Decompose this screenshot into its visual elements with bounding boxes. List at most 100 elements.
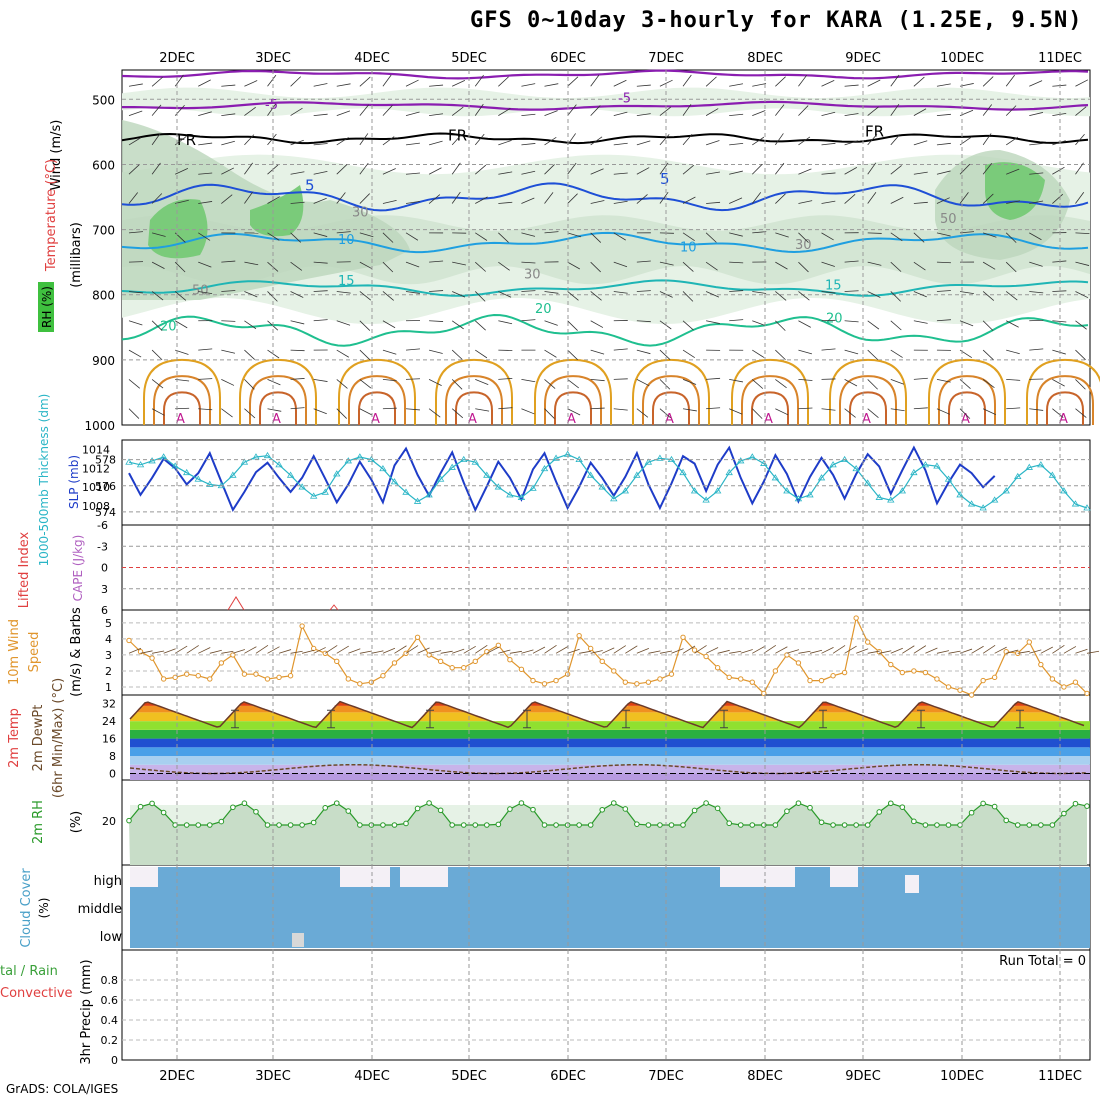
upper-wind-barb	[1029, 319, 1044, 322]
surface-wind-barb	[902, 645, 915, 654]
surface-wind-barb	[313, 647, 326, 654]
upper-wind-barb	[267, 103, 276, 116]
wind10m-point	[807, 677, 813, 684]
thickness-point	[390, 478, 399, 485]
upper-wind-barb	[959, 408, 971, 419]
ylabel-wind: Wind (m/s)	[49, 120, 64, 191]
upper-wind-barb	[290, 349, 305, 352]
ylabel-dewpoint: 2m DewPt	[31, 705, 46, 772]
temp-contour-surface	[1046, 391, 1084, 425]
thickness-point	[633, 471, 641, 478]
wind10m-point	[980, 677, 986, 684]
upper-wind-barb	[221, 379, 235, 386]
surface-wind-barb	[486, 646, 499, 654]
rh2m-point	[126, 817, 132, 824]
wind10m-point	[299, 623, 305, 629]
surface-wind-barb	[267, 646, 280, 654]
upper-wind-barb	[636, 167, 650, 175]
upper-wind-barb	[982, 408, 996, 415]
upper-wind-barb	[752, 291, 767, 294]
upper-wind-barb	[1075, 162, 1084, 175]
ylabel-rh: RH (%)	[40, 286, 54, 328]
date-label-bottom: 10DEC	[940, 1069, 984, 1084]
temp-contour-surface	[849, 391, 887, 425]
rh2m-point	[726, 820, 732, 827]
wind10m-point	[1061, 684, 1067, 690]
upper-wind-barb	[544, 231, 559, 234]
rh2m-point	[980, 800, 986, 807]
thickness-point	[252, 453, 260, 460]
wind10m-point	[368, 679, 375, 685]
rh2m-point	[911, 818, 917, 825]
wind10m-point	[264, 676, 271, 682]
surface-wind-barb	[890, 647, 903, 654]
upper-wind-barb	[544, 291, 559, 294]
cloud-gap-high	[905, 875, 919, 893]
precip-tick-label: 0.8	[101, 974, 119, 987]
upper-wind-barb	[151, 133, 161, 146]
upper-wind-barb	[936, 142, 951, 146]
upper-wind-barb	[128, 261, 144, 263]
upper-wind-barb	[775, 232, 789, 238]
rh2m-point	[634, 821, 640, 827]
upper-wind-barb	[775, 291, 787, 301]
thickness-point	[644, 458, 653, 465]
upper-wind-barb	[775, 408, 789, 416]
thickness-point	[990, 496, 999, 503]
surface-wind-barb	[682, 645, 696, 654]
wind10m-point	[160, 676, 167, 682]
wind10m-point	[403, 650, 409, 657]
rh2m-point	[541, 822, 548, 828]
rh2m-point	[333, 800, 340, 806]
upper-wind-barb	[198, 261, 212, 268]
wind10m-point	[945, 684, 952, 690]
wind10m-point	[738, 676, 744, 682]
surface-wind-barb	[798, 650, 811, 654]
upper-wind-barb	[174, 291, 187, 301]
upper-wind-barb	[959, 163, 971, 175]
upper-wind-barb	[798, 74, 808, 87]
upper-wind-barb	[982, 291, 995, 301]
upper-wind-barb	[751, 408, 763, 419]
upper-wind-barb	[175, 167, 189, 175]
upper-wind-barb	[567, 379, 579, 389]
thickness-tick-label: 574	[95, 506, 116, 519]
upper-wind-barb	[590, 74, 600, 87]
thickness-point	[771, 474, 780, 481]
surface-wind-barb	[856, 648, 869, 654]
temp-minmax-whisker	[819, 709, 827, 729]
surface-wind-barb	[544, 644, 557, 654]
upper-wind-barb	[936, 197, 950, 204]
upper-wind-barb	[151, 320, 163, 331]
upper-wind-barb	[798, 379, 813, 381]
upper-wind-barb	[1075, 192, 1085, 204]
upper-wind-barb	[1005, 105, 1017, 116]
upper-wind-barb	[290, 407, 305, 410]
thickness-point	[667, 455, 676, 463]
thickness-point	[229, 471, 237, 478]
upper-wind-barb	[567, 76, 579, 87]
upper-wind-barb	[521, 197, 535, 204]
upper-wind-barb	[636, 113, 651, 116]
upper-wind-barb	[590, 261, 601, 273]
rh2m-point	[472, 822, 479, 828]
upper-wind-barb	[706, 407, 721, 410]
surface-wind-barb	[555, 646, 569, 654]
ylabel-rh2m: 2m RH	[31, 800, 46, 844]
wind10m-point	[888, 661, 894, 668]
upper-wind-barb	[382, 232, 394, 243]
upper-wind-barb	[729, 113, 744, 116]
thickness-point	[494, 483, 503, 490]
upper-wind-barb	[428, 408, 441, 418]
upper-wind-barb	[659, 379, 671, 390]
wind10m-point	[726, 674, 732, 681]
temp-tick-label: 24	[102, 715, 116, 728]
temp-contour-20	[121, 313, 1089, 347]
thickness-point	[575, 455, 583, 463]
upper-wind-barb	[729, 197, 743, 204]
surface-wind-barb	[290, 650, 303, 654]
upper-wind-barb	[498, 139, 512, 146]
rh2m-point	[968, 809, 975, 816]
upper-wind-barb	[844, 113, 859, 116]
thickness-point	[471, 458, 479, 465]
